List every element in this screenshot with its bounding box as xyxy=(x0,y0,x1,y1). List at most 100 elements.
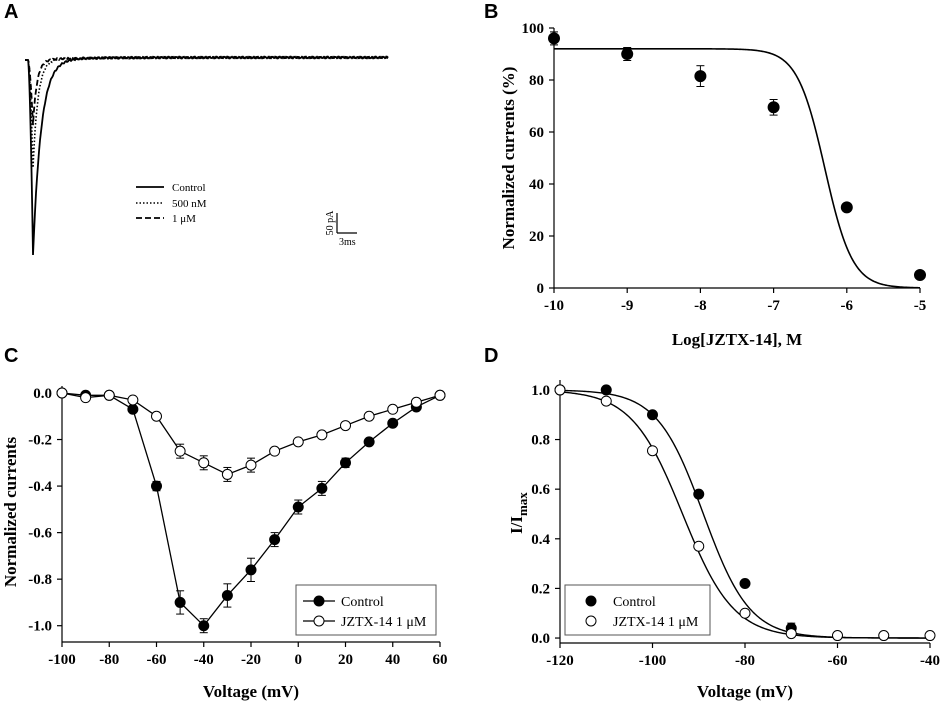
b-y-tick-label-2: 40 xyxy=(529,177,544,193)
panel-a-legend: Control 500 nM 1 μM xyxy=(136,182,207,225)
c-x-axis-label: Voltage (mV) xyxy=(203,682,299,701)
c-point-1-11 xyxy=(316,429,328,441)
c-point-1-5 xyxy=(174,445,186,457)
c-x-tick-label-7: 40 xyxy=(385,652,400,668)
legend-label-1um: 1 μM xyxy=(172,213,196,225)
c-point-0-11 xyxy=(316,482,328,494)
panel-c-label: C xyxy=(4,345,18,367)
c-point-1-2 xyxy=(103,389,115,401)
panel-a-label: A xyxy=(4,1,18,23)
d-legend-marker-control xyxy=(585,595,597,607)
c-point-0-14 xyxy=(387,417,399,429)
c-points xyxy=(56,387,446,634)
c-x-tick-label-5: 0 xyxy=(295,652,303,668)
c-point-1-4 xyxy=(151,410,162,422)
c-y-axis-label: Normalized currents xyxy=(1,436,20,587)
b-y-axis-label: Normalized currents (%) xyxy=(499,67,518,250)
b-point-1 xyxy=(621,48,634,60)
d-legend-marker-jztx xyxy=(585,615,597,627)
c-point-1-13 xyxy=(363,410,375,422)
c-y-tick-label-4: -0.8 xyxy=(28,572,52,588)
b-points xyxy=(548,31,926,281)
b-x-tick-label-0: -10 xyxy=(544,298,564,314)
trace-500nm xyxy=(25,55,389,168)
c-point-1-10 xyxy=(292,436,304,448)
c-y-tick-label-1: -0.2 xyxy=(28,433,52,449)
panel-b-label: B xyxy=(484,1,498,23)
d-x-tick-label-4: -40 xyxy=(920,653,940,669)
c-y-tick-label-2: -0.4 xyxy=(28,479,52,495)
c-legend-label-control: Control xyxy=(341,595,384,610)
b-x-axis-label: Log[JZTX-14], M xyxy=(672,330,802,349)
d-y-tick-label-3: 0.6 xyxy=(531,482,550,498)
c-x-tick-label-0: -100 xyxy=(48,652,76,668)
c-point-0-9 xyxy=(269,534,281,546)
d-point-1-8 xyxy=(924,630,936,642)
c-point-0-13 xyxy=(363,436,375,448)
b-point-5 xyxy=(914,269,926,281)
c-legend: Control JZTX-14 1 μM xyxy=(295,584,437,636)
panel-c: C -100 -80 -60 -40 -20 0 20 40 60 0.0 -0.2 -0.4 -0.6… xyxy=(1,345,448,701)
c-point-1-9 xyxy=(269,445,281,457)
d-y-axis-label-group: I/Imax xyxy=(507,492,530,534)
c-point-0-12 xyxy=(340,457,351,469)
c-point-1-16 xyxy=(434,389,446,401)
c-legend-marker-control xyxy=(313,595,325,607)
c-x-tick-label-1: -80 xyxy=(99,652,119,668)
c-point-1-8 xyxy=(245,459,257,471)
b-x-tick-label-5: -5 xyxy=(914,298,927,314)
b-y-tick-label-0: 0 xyxy=(537,281,545,297)
d-legend-label-control: Control xyxy=(613,595,656,610)
scale-bar-y-label: 50 pA xyxy=(325,210,336,236)
scale-bar: 50 pA 3ms xyxy=(325,210,357,248)
b-y-tick-label-1: 20 xyxy=(529,229,544,245)
legend-label-control: Control xyxy=(172,182,206,194)
d-point-0-1 xyxy=(600,384,612,396)
d-x-tick-label-0: -120 xyxy=(546,653,574,669)
b-point-0 xyxy=(548,32,560,45)
b-ticks: -10 -9 -8 -7 -6 -5 0 20 40 60 80 100 xyxy=(522,21,927,314)
d-point-1-6 xyxy=(832,630,843,642)
c-legend-label-jztx: JZTX-14 1 μM xyxy=(341,615,427,630)
b-y-tick-label-5: 100 xyxy=(522,21,545,37)
c-ticks: -100 -80 -60 -40 -20 0 20 40 60 0.0 -0.2 -0.4 -0.6 -0… xyxy=(28,386,447,668)
c-point-1-7 xyxy=(221,468,233,480)
panel-d-label: D xyxy=(484,345,498,367)
c-point-1-6 xyxy=(198,457,210,469)
c-x-tick-label-2: -60 xyxy=(147,652,167,668)
d-x-tick-label-3: -60 xyxy=(828,653,848,669)
c-x-tick-label-4: -20 xyxy=(241,652,261,668)
c-point-1-1 xyxy=(80,392,92,404)
d-point-1-1 xyxy=(600,395,612,407)
c-point-1-15 xyxy=(410,396,422,408)
c-point-0-6 xyxy=(198,620,210,632)
d-point-0-2 xyxy=(647,409,658,421)
c-y-tick-label-5: -1.0 xyxy=(28,619,52,635)
d-ticks: -120 -100 -80 -60 -40 0.0 0.2 0.4 0.6 0.8 1.0 xyxy=(531,383,940,669)
d-x-axis-label: Voltage (mV) xyxy=(697,682,793,701)
d-point-1-3 xyxy=(693,540,705,552)
panel-a: A Control 500 nM 1 μM 50 pA 3ms xyxy=(4,1,389,256)
b-fit-curve xyxy=(554,48,921,289)
d-point-1-0 xyxy=(554,384,566,396)
d-point-0-4 xyxy=(739,577,751,589)
b-x-tick-label-3: -7 xyxy=(767,298,780,314)
c-y-tick-label-0: 0.0 xyxy=(33,386,52,402)
d-legend-label-jztx: JZTX-14 1 μM xyxy=(613,615,699,630)
c-point-1-12 xyxy=(340,420,351,432)
panel-b: B -10 -9 -8 -7 -6 -5 0 20 40 60 80 100 Log[JZTX-14]… xyxy=(484,1,926,349)
d-points xyxy=(554,384,936,642)
d-y-tick-label-1: 0.2 xyxy=(531,581,550,597)
c-point-1-0 xyxy=(56,387,68,399)
b-point-3 xyxy=(767,101,780,114)
b-point-4 xyxy=(840,201,853,214)
d-point-1-5 xyxy=(785,628,797,640)
c-point-0-3 xyxy=(127,403,139,415)
c-y-tick-label-3: -0.6 xyxy=(28,526,52,542)
c-point-1-14 xyxy=(387,403,399,415)
d-point-1-2 xyxy=(647,445,658,457)
d-legend-box xyxy=(564,584,711,636)
b-y-tick-label-4: 80 xyxy=(529,73,544,89)
b-x-tick-label-1: -9 xyxy=(621,298,634,314)
d-x-tick-label-1: -100 xyxy=(639,653,667,669)
